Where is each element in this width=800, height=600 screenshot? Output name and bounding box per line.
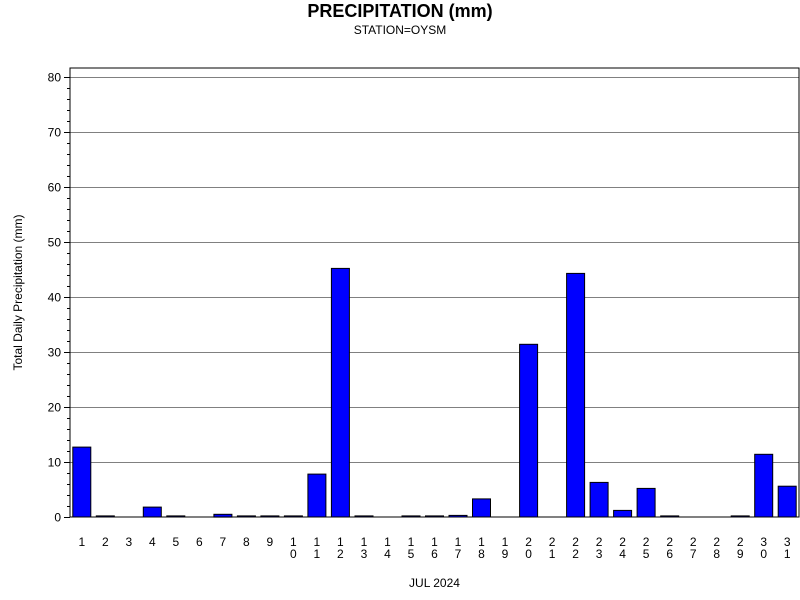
chart-title: PRECIPITATION (mm) <box>307 1 493 21</box>
bar-day-23 <box>589 481 609 518</box>
y-tick-label: 20 <box>48 401 62 415</box>
x-tick-label: 5 <box>172 535 179 549</box>
y-tick-label: 80 <box>48 71 62 85</box>
bars <box>72 267 797 518</box>
y-axis-label: Total Daily Precipitation (mm) <box>11 214 25 370</box>
x-tick-label: 1 <box>78 535 85 549</box>
bar-day-25 <box>636 487 656 518</box>
bar-day-11 <box>307 473 327 518</box>
y-tick-label: 40 <box>48 291 62 305</box>
bar-day-31 <box>777 485 797 518</box>
x-tick-label: 4 <box>149 535 156 549</box>
x-tick-label: 3 <box>125 535 132 549</box>
bar-day-18 <box>472 498 491 518</box>
bar-day-22 <box>566 272 586 518</box>
x-tick-label: 9 <box>267 535 274 549</box>
bar-day-4 <box>142 506 162 518</box>
x-axis: 1 2 3 4 5 6 7 8 9 1 01 11 21 31 41 51 61 71 81 92 02 12 22 32 42… <box>78 535 790 561</box>
y-tick-label: 60 <box>48 181 62 195</box>
x-tick-label: 8 <box>243 535 250 549</box>
bar-day-20 <box>519 343 539 518</box>
x-tick-label: 7 <box>220 535 227 549</box>
bar-day-24 <box>613 509 633 518</box>
grid-lines <box>70 77 799 463</box>
y-tick-label: 30 <box>48 346 62 360</box>
bar-day-30 <box>754 453 774 518</box>
y-tick-label: 10 <box>48 456 62 470</box>
plot-frame <box>69 67 800 518</box>
y-tick-label: 0 <box>54 511 61 525</box>
y-tick-label: 50 <box>48 236 62 250</box>
x-tick-label: 2 <box>102 535 109 549</box>
bar-day-1 <box>72 446 92 518</box>
chart-subtitle: STATION=OYSM <box>353 23 447 37</box>
y-axis: 0 10 20 30 40 50 60 70 80 <box>48 71 70 525</box>
bar-day-12 <box>330 267 350 518</box>
y-tick-label: 70 <box>48 126 62 140</box>
x-axis-label: JUL 2024 <box>409 576 460 590</box>
x-tick-label: 6 <box>196 535 203 549</box>
